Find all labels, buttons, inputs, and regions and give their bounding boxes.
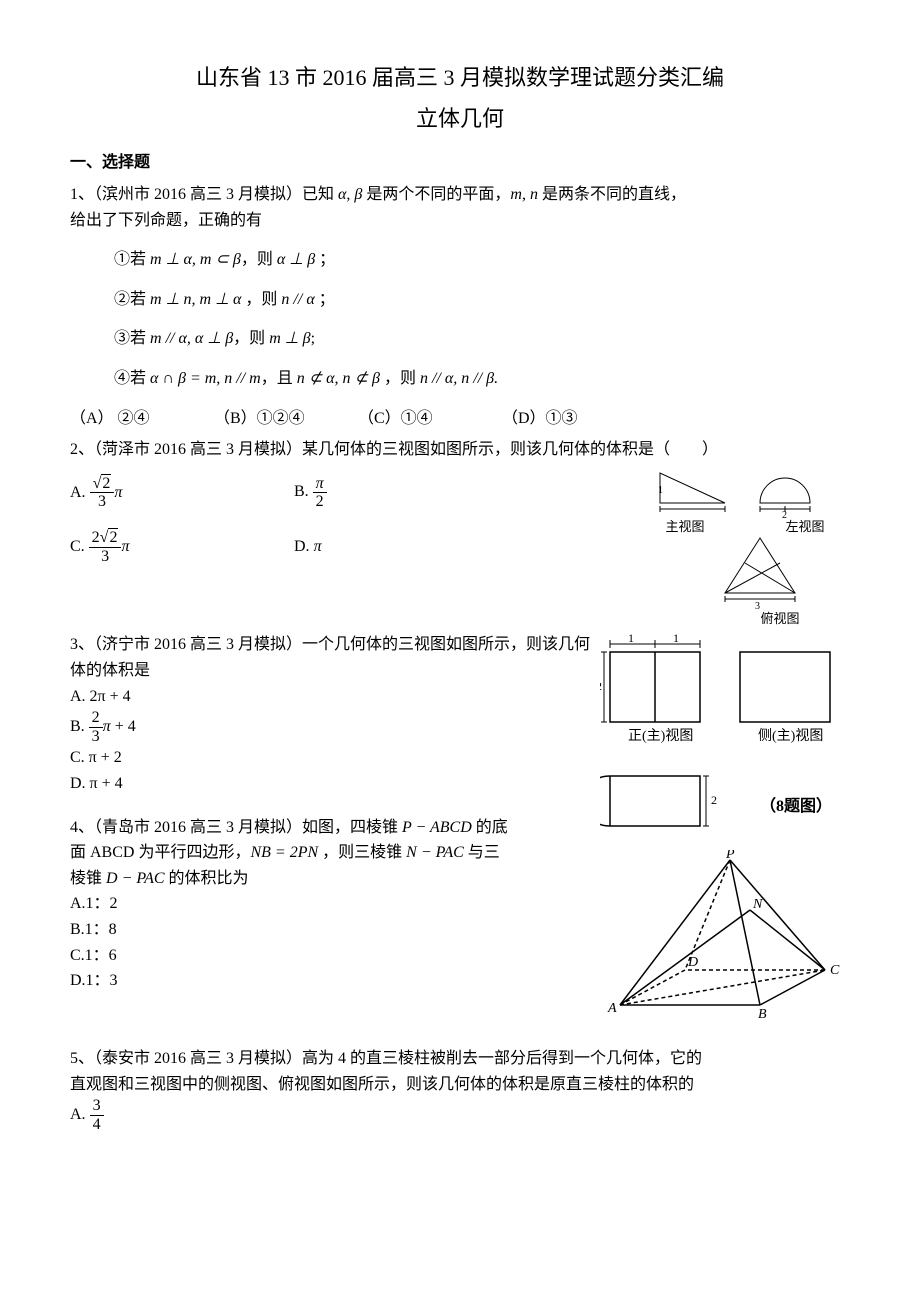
q4-opt-b: B.1：8 xyxy=(70,917,850,943)
q1-opt-b: （B）①②④ xyxy=(214,406,354,432)
q5-stem-a: 5、（泰安市 2016 高三 3 月模拟）高为 4 的直三棱柱被削去一部分后得到… xyxy=(70,1046,850,1072)
semicolon: ； xyxy=(315,291,335,308)
q5-a-frac: 34 xyxy=(90,1097,104,1133)
math-expr: m ⊥ n, m ⊥ α xyxy=(150,291,241,308)
q1-prop-4: ④若 α ∩ β = m, n // m，且 n ⊄ α, n ⊄ β ，则 n… xyxy=(114,366,850,392)
svg-text:A: A xyxy=(607,1001,617,1016)
math-expr: n // α, n // β. xyxy=(420,370,498,387)
q2-three-view-figure: 1 2 3 主视图 左视图 俯视图 xyxy=(650,463,850,627)
q1-opt-d: （D）①③ xyxy=(502,406,642,432)
q1-p3-b: ，则 xyxy=(233,330,269,347)
q1-prop-2: ②若 m ⊥ n, m ⊥ α ，则 n // α ； xyxy=(114,287,850,313)
q1-p2-b: ，则 xyxy=(241,291,281,308)
q1-p4-a: ④若 xyxy=(114,370,150,387)
question-4: 4、（青岛市 2016 高三 3 月模拟）如图，四棱锥 P − ABCD 的底 … xyxy=(70,815,850,994)
q4-opt-d: D.1：3 xyxy=(70,968,850,994)
q3-b-label: B. xyxy=(70,718,85,735)
doc-subtitle: 立体几何 xyxy=(70,101,850,136)
q4-stem-f: 棱锥 xyxy=(70,870,106,887)
section-multiple-choice: 一、选择题 xyxy=(70,150,850,176)
q1-p4-b: ，且 xyxy=(261,370,297,387)
semicolon: ； xyxy=(315,251,335,268)
q2-dim-3: 3 xyxy=(755,601,760,612)
svg-text:2: 2 xyxy=(711,793,717,807)
q1-p1-a: ①若 xyxy=(114,251,150,268)
svg-text:B: B xyxy=(758,1007,767,1020)
math-expr: π xyxy=(103,718,111,735)
q1-prop-1: ①若 m ⊥ α, m ⊂ β，则 α ⊥ β ； xyxy=(114,247,850,273)
q1-prop-3: ③若 m // α, α ⊥ β，则 m ⊥ β; xyxy=(114,326,850,352)
q1-p1-b: ，则 xyxy=(241,251,277,268)
math-expr: m ⊥ α, m ⊂ β xyxy=(150,251,241,268)
q4-stem-a: 4、（青岛市 2016 高三 3 月模拟）如图，四棱锥 xyxy=(70,819,402,836)
q2-dim-1: 1 xyxy=(658,485,663,496)
q4-stem-e: 与三 xyxy=(464,844,500,861)
q1-p3-a: ③若 xyxy=(114,330,150,347)
semicolon: ; xyxy=(311,330,315,347)
math-expr: m // α, α ⊥ β xyxy=(150,330,233,347)
math-expr: α ∩ β = m, n // m xyxy=(150,370,261,387)
q4-opt-a: A.1：2 xyxy=(70,891,850,917)
q4-stem-c: 面 ABCD 为平行四边形， xyxy=(70,844,250,861)
math-expr: n // α xyxy=(281,291,314,308)
question-5: 5、（泰安市 2016 高三 3 月模拟）高为 4 的直三棱柱被削去一部分后得到… xyxy=(70,1046,850,1133)
math-expr: α ⊥ β xyxy=(277,251,315,268)
math-expr: N − PAC xyxy=(406,844,464,861)
q2-c-label: C. xyxy=(70,538,85,555)
pi: π xyxy=(314,538,322,555)
q5-stem-b: 直观图和三视图中的侧视图、俯视图如图所示，则该几何体的体积是原直三棱柱的体积的 xyxy=(70,1072,850,1098)
q1-stem-a: 1、（滨州市 2016 高三 3 月模拟）已知 xyxy=(70,186,338,203)
plus4: + 4 xyxy=(111,718,136,735)
q2-left-caption: 左视图 xyxy=(785,520,824,534)
math-alpha-beta: α, β xyxy=(338,186,362,203)
svg-text:2: 2 xyxy=(600,679,602,693)
pi: π xyxy=(121,538,129,555)
q3-stem-a: 3、（济宁市 2016 高三 3 月模拟）一个几何体的三视图如图所示，则该几何 xyxy=(70,636,590,653)
q2-a-frac: √23 xyxy=(90,475,115,511)
q4-stem-g: 的体积比为 xyxy=(165,870,249,887)
q1-stem-b: 是两个不同的平面， xyxy=(362,186,510,203)
doc-title: 山东省 13 市 2016 届高三 3 月模拟数学理试题分类汇编 xyxy=(70,60,850,95)
svg-text:侧(主)视图: 侧(主)视图 xyxy=(758,728,823,744)
q3-three-view-figure: 1 1 2 正(主)视图 侧(主)视图 xyxy=(600,632,850,762)
q2-main-caption: 主视图 xyxy=(665,520,704,534)
q2-b-frac: π2 xyxy=(313,475,327,511)
math-expr: NB = 2PN xyxy=(250,844,318,861)
q5-a-label: A. xyxy=(70,1106,86,1123)
svg-text:1: 1 xyxy=(673,632,679,645)
q4-stem-b: 的底 xyxy=(472,819,508,836)
question-2: 2、（菏泽市 2016 高三 3 月模拟）某几何体的三视图如图所示，则该几何体的… xyxy=(70,437,850,626)
q5-opt-a: A. 34 xyxy=(70,1097,850,1133)
svg-text:（8题图）: （8题图） xyxy=(760,797,832,815)
q1-p4-c: ，则 xyxy=(380,370,420,387)
q1-opt-c: （C）①④ xyxy=(358,406,498,432)
svg-text:正(主)视图: 正(主)视图 xyxy=(628,728,693,744)
math-expr: m ⊥ β xyxy=(269,330,310,347)
math-mn: m, n xyxy=(510,186,538,203)
q1-stem-d: 给出了下列命题，正确的有 xyxy=(70,208,850,234)
q2-a-label: A. xyxy=(70,483,86,500)
q1-p2-a: ②若 xyxy=(114,291,150,308)
q2-row-ab: A. √23π B. π2 xyxy=(70,475,640,511)
math-expr: P − ABCD xyxy=(402,819,472,836)
q1-opt-a: （A） ②④ xyxy=(70,406,210,432)
q2-b-label: B. xyxy=(294,483,309,500)
q2-top-caption: 俯视图 xyxy=(710,612,850,626)
q1-options: （A） ②④ （B）①②④ （C）①④ （D）①③ xyxy=(70,406,850,432)
question-3: 1 1 2 正(主)视图 侧(主)视图 2 （8题图） xyxy=(70,632,850,796)
q4-stem-d: ，则三棱锥 xyxy=(318,844,406,861)
svg-text:1: 1 xyxy=(628,632,634,645)
question-1: 1、（滨州市 2016 高三 3 月模拟）已知 α, β 是两个不同的平面，m,… xyxy=(70,182,850,431)
q1-stem-c: 是两条不同的直线， xyxy=(538,186,686,203)
q2-row-cd: C. 2√23π D. π xyxy=(70,529,640,565)
math-expr: D − PAC xyxy=(106,870,165,887)
q3-b-frac: 23 xyxy=(89,709,103,745)
q2-c-frac: 2√23 xyxy=(89,529,122,565)
q2-stem: 2、（菏泽市 2016 高三 3 月模拟）某几何体的三视图如图所示，则该几何体的… xyxy=(70,437,850,463)
pi: π xyxy=(114,483,122,500)
q2-d-label: D. xyxy=(294,538,310,555)
q4-opt-c: C.1：6 xyxy=(70,943,850,969)
math-expr: n ⊄ α, n ⊄ β xyxy=(297,370,380,387)
